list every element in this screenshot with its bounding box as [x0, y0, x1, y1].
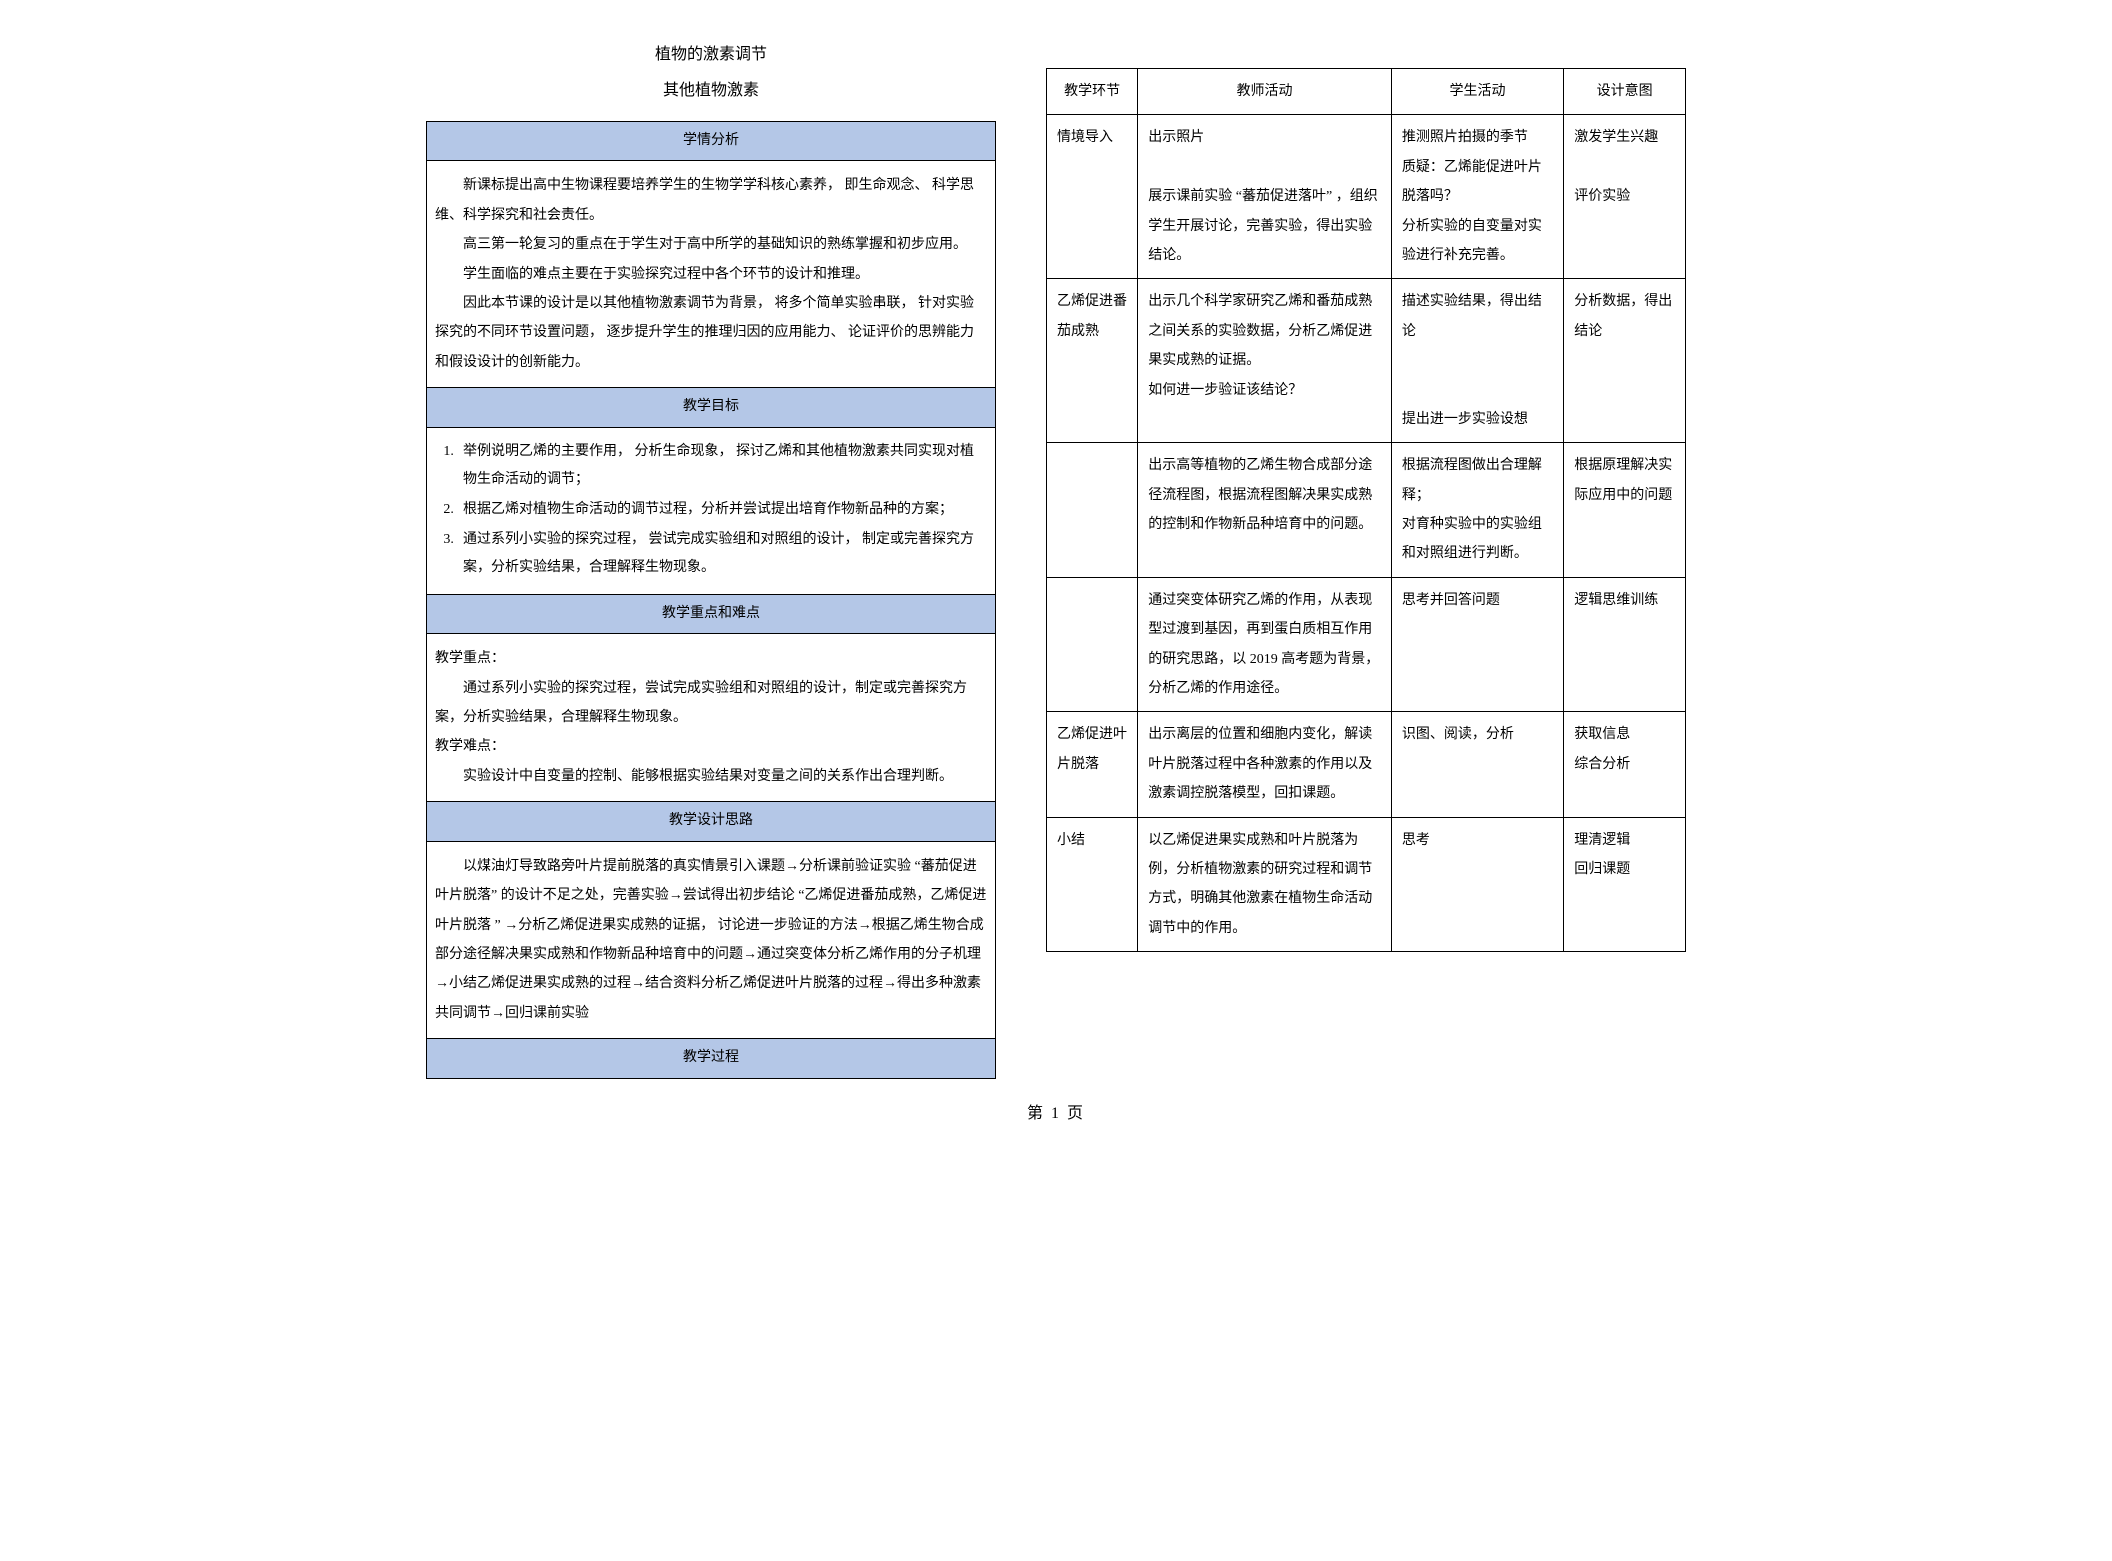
- document-title: 植物的激素调节: [426, 40, 996, 70]
- section-header-focus: 教学重点和难点: [426, 594, 996, 635]
- cell-student: 识图、阅读，分析: [1391, 712, 1563, 817]
- cell-teacher: 出示几个科学家研究乙烯和番茄成熟之间关系的实验数据，分析乙烯促进果实成熟的证据。…: [1138, 279, 1392, 443]
- section-header-process: 教学过程: [426, 1038, 996, 1079]
- table-row: 乙烯促进叶片脱落出示离层的位置和细胞内变化，解读叶片脱落过程中各种激素的作用以及…: [1047, 712, 1686, 817]
- cell-intent: 理清逻辑 回归课题: [1564, 817, 1686, 952]
- cell-teacher: 出示离层的位置和细胞内变化，解读叶片脱落过程中各种激素的作用以及激素调控脱落模型…: [1138, 712, 1392, 817]
- cell-stage: 乙烯促进番茄成熟: [1047, 279, 1138, 443]
- cell-teacher: 通过突变体研究乙烯的作用，从表现型过渡到基因，再到蛋白质相互作用的研究思路，以 …: [1138, 577, 1392, 712]
- th-teacher: 教师活动: [1138, 69, 1392, 115]
- cell-intent: 根据原理解决实际应用中的问题: [1564, 443, 1686, 578]
- difficulty-text: 实验设计中自变量的控制、能够根据实验结果对变量之间的关系作出合理判断。: [435, 762, 987, 791]
- objective-item: 通过系列小实验的探究过程， 尝试完成实验组和对照组的设计， 制定或完善探究方案，…: [457, 526, 987, 582]
- section-body-focus: 教学重点： 通过系列小实验的探究过程，尝试完成实验组和对照组的设计，制定或完善探…: [426, 634, 996, 801]
- cell-stage: [1047, 443, 1138, 578]
- design-text: 以煤油灯导致路旁叶片提前脱落的真实情景引入课题→分析课前验证实验 “蕃茄促进叶片…: [435, 852, 987, 1028]
- cell-student: 描述实验结果，得出结论 提出进一步实验设想: [1391, 279, 1563, 443]
- document-subtitle: 其他植物激素: [426, 76, 996, 106]
- table-row: 情境导入出示照片 展示课前实验 “蕃茄促进落叶” ，组织学生开展讨论，完善实验，…: [1047, 115, 1686, 279]
- cell-intent: 逻辑思维训练: [1564, 577, 1686, 712]
- cell-intent: 获取信息 综合分析: [1564, 712, 1686, 817]
- cell-intent: 分析数据，得出结论: [1564, 279, 1686, 443]
- table-row: 小结以乙烯促进果实成熟和叶片脱落为例，分析植物激素的研究过程和调节方式，明确其他…: [1047, 817, 1686, 952]
- keypoint-text: 通过系列小实验的探究过程，尝试完成实验组和对照组的设计，制定或完善探究方案，分析…: [435, 674, 987, 733]
- cell-teacher: 出示高等植物的乙烯生物合成部分途径流程图，根据流程图解决果实成熟的控制和作物新品…: [1138, 443, 1392, 578]
- page-number: 第 1 页: [60, 1099, 2052, 1129]
- section-header-analysis: 学情分析: [426, 121, 996, 162]
- objective-item: 举例说明乙烯的主要作用， 分析生命现象， 探讨乙烯和其他植物激素共同实现对植物生…: [457, 438, 987, 494]
- section-header-design: 教学设计思路: [426, 801, 996, 842]
- section-body-design: 以煤油灯导致路旁叶片提前脱落的真实情景引入课题→分析课前验证实验 “蕃茄促进叶片…: [426, 842, 996, 1038]
- section-body-analysis: 新课标提出高中生物课程要培养学生的生物学学科核心素养， 即生命观念、 科学思维、…: [426, 161, 996, 387]
- table-body: 情境导入出示照片 展示课前实验 “蕃茄促进落叶” ，组织学生开展讨论，完善实验，…: [1047, 115, 1686, 952]
- table-row: 通过突变体研究乙烯的作用，从表现型过渡到基因，再到蛋白质相互作用的研究思路，以 …: [1047, 577, 1686, 712]
- section-header-objectives: 教学目标: [426, 387, 996, 428]
- cell-student: 推测照片拍摄的季节 质疑：乙烯能促进叶片脱落吗？ 分析实验的自变量对实验进行补充…: [1391, 115, 1563, 279]
- cell-student: 根据流程图做出合理解释； 对育种实验中的实验组和对照组进行判断。: [1391, 443, 1563, 578]
- keypoint-label: 教学重点：: [435, 644, 987, 673]
- analysis-p4: 因此本节课的设计是以其他植物激素调节为背景， 将多个简单实验串联， 针对实验探究…: [435, 289, 987, 377]
- th-stage: 教学环节: [1047, 69, 1138, 115]
- section-body-objectives: 举例说明乙烯的主要作用， 分析生命现象， 探讨乙烯和其他植物激素共同实现对植物生…: [426, 428, 996, 594]
- th-student: 学生活动: [1391, 69, 1563, 115]
- objective-item: 根据乙烯对植物生命活动的调节过程，分析并尝试提出培育作物新品种的方案；: [457, 496, 987, 524]
- cell-teacher: 以乙烯促进果实成熟和叶片脱落为例，分析植物激素的研究过程和调节方式，明确其他激素…: [1138, 817, 1392, 952]
- cell-teacher: 出示照片 展示课前实验 “蕃茄促进落叶” ，组织学生开展讨论，完善实验，得出实验…: [1138, 115, 1392, 279]
- left-column: 植物的激素调节 其他植物激素 学情分析 新课标提出高中生物课程要培养学生的生物学…: [426, 40, 996, 1079]
- th-intent: 设计意图: [1564, 69, 1686, 115]
- cell-student: 思考并回答问题: [1391, 577, 1563, 712]
- cell-stage: 乙烯促进叶片脱落: [1047, 712, 1138, 817]
- cell-intent: 激发学生兴趣 评价实验: [1564, 115, 1686, 279]
- objectives-list: 举例说明乙烯的主要作用， 分析生命现象， 探讨乙烯和其他植物激素共同实现对植物生…: [435, 438, 987, 582]
- right-column: 教学环节 教师活动 学生活动 设计意图 情境导入出示照片 展示课前实验 “蕃茄促…: [1046, 40, 1686, 1079]
- process-table: 教学环节 教师活动 学生活动 设计意图 情境导入出示照片 展示课前实验 “蕃茄促…: [1046, 68, 1686, 952]
- table-row: 出示高等植物的乙烯生物合成部分途径流程图，根据流程图解决果实成熟的控制和作物新品…: [1047, 443, 1686, 578]
- table-header-row: 教学环节 教师活动 学生活动 设计意图: [1047, 69, 1686, 115]
- table-row: 乙烯促进番茄成熟出示几个科学家研究乙烯和番茄成熟之间关系的实验数据，分析乙烯促进…: [1047, 279, 1686, 443]
- cell-stage: 小结: [1047, 817, 1138, 952]
- analysis-p2: 高三第一轮复习的重点在于学生对于高中所学的基础知识的熟练掌握和初步应用。: [435, 230, 987, 259]
- analysis-p3: 学生面临的难点主要在于实验探究过程中各个环节的设计和推理。: [435, 260, 987, 289]
- cell-stage: [1047, 577, 1138, 712]
- cell-stage: 情境导入: [1047, 115, 1138, 279]
- analysis-p1: 新课标提出高中生物课程要培养学生的生物学学科核心素养， 即生命观念、 科学思维、…: [435, 171, 987, 230]
- cell-student: 思考: [1391, 817, 1563, 952]
- difficulty-label: 教学难点：: [435, 732, 987, 761]
